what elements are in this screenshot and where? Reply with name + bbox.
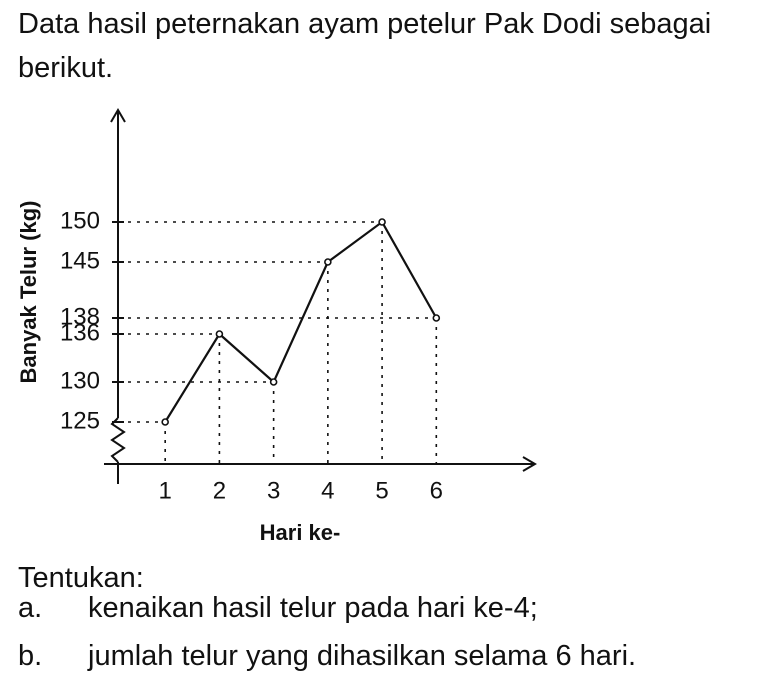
data-point	[215, 330, 224, 338]
x-tick-label: 4	[321, 477, 334, 504]
question-marker: b.	[18, 640, 43, 672]
prompt: Tentukan:	[18, 562, 144, 594]
data-point	[378, 218, 386, 226]
y-tick-label: 138	[60, 303, 100, 330]
data-point	[432, 314, 441, 322]
data-point	[161, 418, 169, 426]
x-tick-label: 3	[267, 477, 280, 504]
question-text: kenaikan hasil telur pada hari ke-4;	[88, 592, 538, 624]
y-tick-label: 145	[60, 247, 100, 274]
y-tick-label: 125	[60, 407, 100, 434]
axis-break	[110, 417, 126, 463]
y-axis	[110, 108, 126, 484]
y-tick-label: 150	[60, 207, 100, 234]
x-axis	[104, 456, 537, 472]
x-tick-label: 6	[430, 477, 443, 504]
x-tick-label: 1	[158, 477, 171, 504]
question-marker: a.	[18, 592, 43, 624]
y-axis-label: Banyak Telur (kg)	[16, 201, 41, 384]
question-text: jumlah telur yang dihasilkan selama 6 ha…	[88, 640, 637, 672]
data-line	[164, 220, 438, 423]
x-tick-label: 2	[213, 477, 226, 504]
x-axis-label: Hari ke-	[260, 520, 341, 545]
data-point	[324, 258, 332, 266]
y-tick-label: 136	[60, 319, 100, 346]
y-tick-label: 130	[60, 367, 100, 394]
intro-text: Data hasil peternakan ayam petelur Pak D…	[18, 8, 712, 84]
data-point	[269, 378, 278, 386]
x-tick-label: 5	[375, 477, 388, 504]
